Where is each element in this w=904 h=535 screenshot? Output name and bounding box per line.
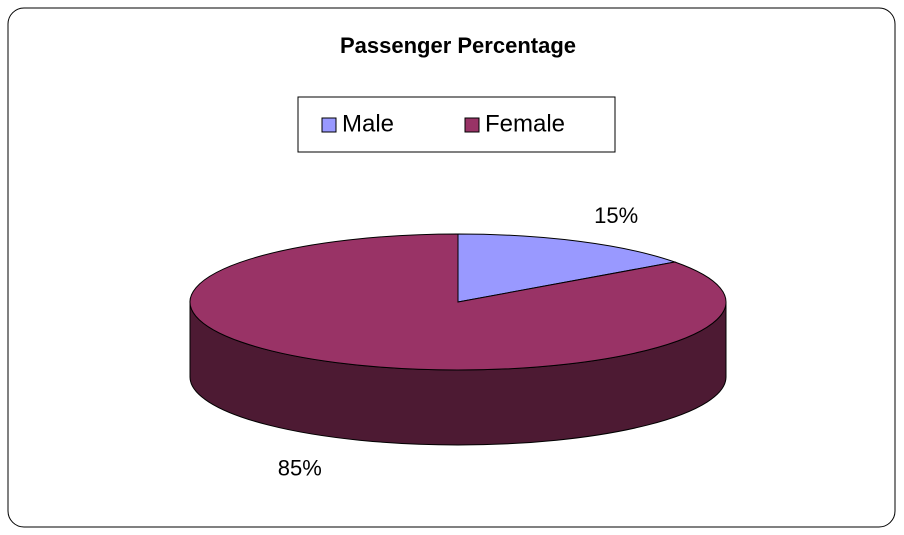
legend-swatch [321,117,337,133]
data-label: 85% [278,456,322,481]
data-label: 15% [594,203,638,228]
pie-slice [457,233,677,303]
chart-title: Passenger Percentage [340,33,576,58]
legend-swatch [464,117,480,133]
legend-label: Female [485,110,565,137]
pie-slice [189,233,727,371]
legend-label: Male [342,110,394,137]
legend-box [297,96,616,153]
